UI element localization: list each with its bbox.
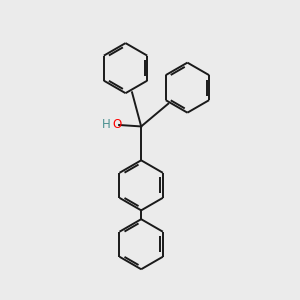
Text: O: O (112, 118, 122, 131)
Text: H: H (102, 118, 111, 130)
